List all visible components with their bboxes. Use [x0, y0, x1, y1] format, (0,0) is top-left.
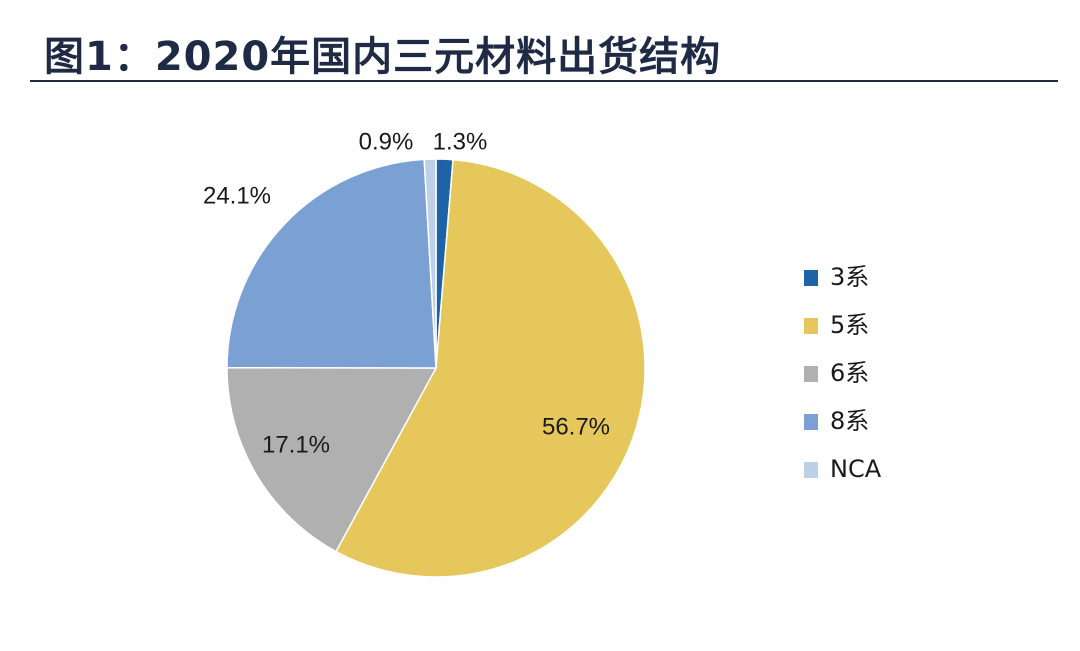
- pie-slice: [226, 366, 438, 553]
- slice-data-label: 24.1%: [203, 182, 271, 209]
- title-divider: [30, 80, 1058, 82]
- slice-data-label: 17.1%: [262, 431, 330, 458]
- legend: 3系 5系 6系 8系 NCA: [804, 263, 882, 483]
- pie-slice: [334, 158, 646, 578]
- legend-label: 5系: [830, 311, 869, 339]
- legend-label: 3系: [830, 263, 869, 291]
- legend-swatch: [804, 270, 818, 286]
- legend-label: NCA: [830, 455, 882, 483]
- pie-slice: [226, 158, 437, 369]
- legend-swatch: [804, 414, 818, 430]
- legend-swatch: [804, 462, 818, 478]
- legend-label: 8系: [830, 407, 869, 435]
- slice-data-label: 0.9%: [359, 128, 414, 155]
- pie-slice: [423, 158, 437, 369]
- legend-swatch: [804, 366, 818, 382]
- legend-swatch: [804, 318, 818, 334]
- legend-label: 6系: [830, 359, 869, 387]
- chart-title: 图1：2020年国内三元材料出货结构: [44, 34, 722, 80]
- slice-data-label: 56.7%: [542, 413, 610, 440]
- slice-data-label: 1.3%: [433, 128, 488, 155]
